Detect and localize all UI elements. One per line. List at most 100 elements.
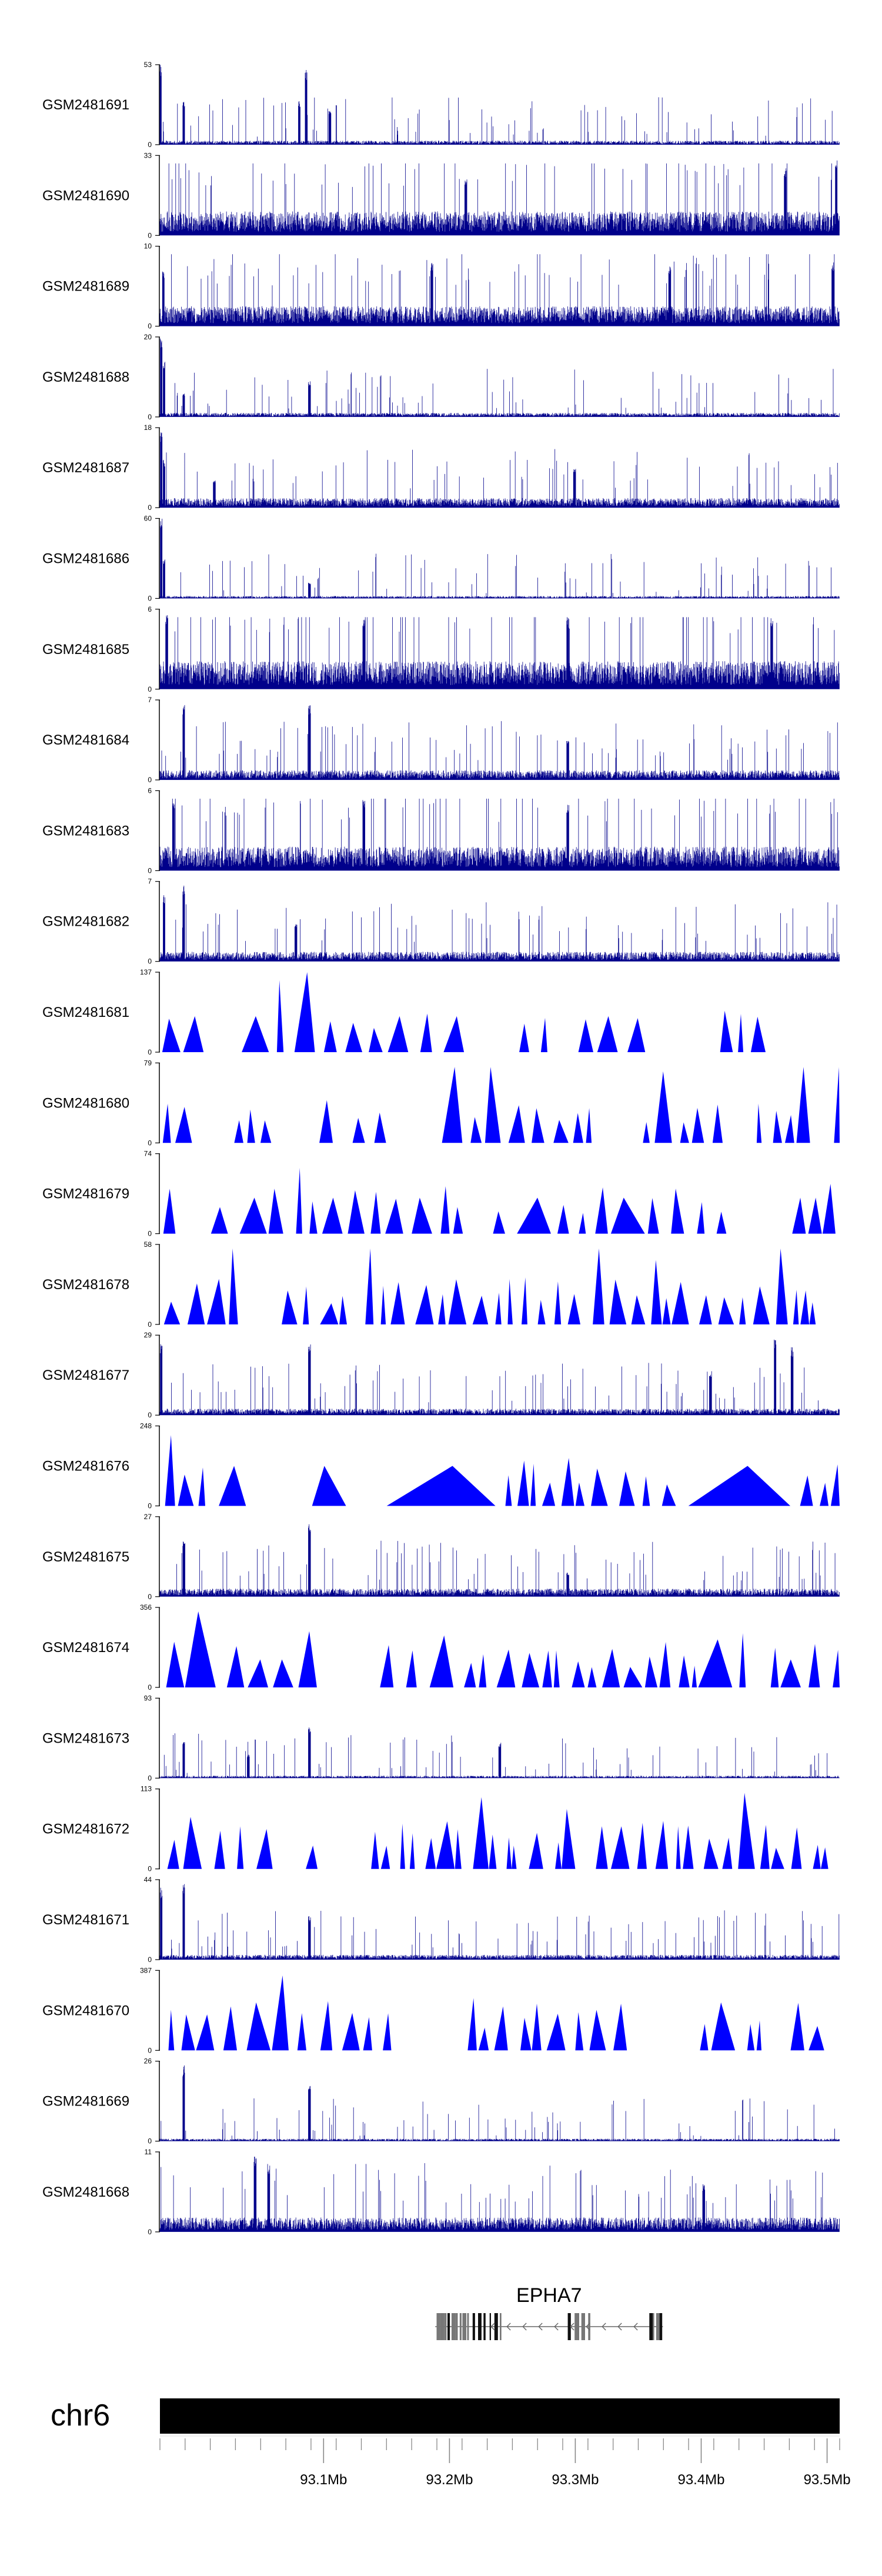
y-min-label: 0 bbox=[148, 2228, 152, 2236]
coverage-peak bbox=[578, 1019, 593, 1052]
y-max-label: 27 bbox=[144, 1513, 152, 1521]
coverage-peak bbox=[595, 1187, 608, 1234]
coverage-peak bbox=[555, 1842, 562, 1869]
track-GSM2481687: GSM2481687 18 0 bbox=[42, 423, 840, 512]
coverage-peak bbox=[339, 1296, 347, 1324]
coverage-peak bbox=[522, 1277, 527, 1324]
coverage-peak bbox=[823, 1183, 836, 1234]
coverage-peak bbox=[688, 1466, 791, 1506]
y-max-label: 113 bbox=[141, 1785, 152, 1793]
y-max-label: 74 bbox=[144, 1150, 152, 1158]
coverage-peak bbox=[716, 1212, 727, 1234]
coverage-peak bbox=[796, 1067, 810, 1143]
coverage-peak bbox=[165, 1435, 175, 1506]
coverage-peak bbox=[168, 2010, 175, 2051]
track-GSM2481680: GSM2481680 79 0 bbox=[42, 1059, 840, 1147]
coverage-peak bbox=[214, 1830, 225, 1869]
y-max-label: 6 bbox=[148, 786, 152, 795]
track-GSM2481682: GSM2481682 7 0 bbox=[42, 877, 840, 966]
coverage-peak bbox=[409, 1833, 415, 1869]
signal-bars bbox=[159, 338, 840, 417]
track-label-GSM2481684: GSM2481684 bbox=[42, 732, 129, 748]
gene-exon bbox=[467, 2313, 469, 2340]
y-min-label: 0 bbox=[148, 1320, 152, 1329]
coverage-peak bbox=[791, 1827, 802, 1869]
coverage-peak bbox=[246, 2002, 270, 2051]
track-label-GSM2481685: GSM2481685 bbox=[42, 642, 129, 658]
coverage-peak bbox=[383, 2013, 392, 2051]
coverage-peak bbox=[597, 1016, 618, 1052]
coverage-peak bbox=[162, 1019, 181, 1052]
coverage-peak bbox=[371, 1831, 379, 1869]
signal-bars bbox=[159, 65, 840, 145]
coverage-peak bbox=[412, 1197, 432, 1234]
coverage-peak bbox=[662, 1484, 676, 1506]
coverage-peak bbox=[654, 1071, 672, 1143]
signal-bars bbox=[159, 432, 840, 508]
y-max-label: 11 bbox=[145, 2148, 152, 2156]
coverage-peak bbox=[589, 2010, 606, 2051]
signal-bars bbox=[159, 2065, 840, 2141]
coverage-peak bbox=[553, 1650, 560, 1688]
coverage-peak bbox=[507, 1279, 513, 1324]
gene-exon bbox=[574, 2313, 579, 2340]
signal-bars bbox=[159, 2157, 840, 2232]
coverage-peak bbox=[596, 1826, 608, 1869]
y-max-label: 7 bbox=[148, 877, 152, 886]
coverage-peak bbox=[671, 1282, 689, 1324]
coverage-peak bbox=[436, 1821, 455, 1869]
track-GSM2481681: GSM2481681 137 0 bbox=[42, 968, 766, 1056]
coverage-peak bbox=[485, 1067, 501, 1143]
track-GSM2481672: GSM2481672 113 0 bbox=[42, 1785, 828, 1873]
y-min-label: 0 bbox=[148, 1683, 152, 1691]
coverage-peak bbox=[587, 1667, 597, 1688]
coverage-peak bbox=[771, 1847, 784, 1869]
coverage-peak bbox=[760, 1824, 770, 1869]
track-GSM2481673: GSM2481673 93 0 bbox=[42, 1694, 840, 1782]
coverage-peak bbox=[242, 1016, 269, 1052]
gene-exon bbox=[588, 2313, 590, 2340]
coverage-peak bbox=[415, 1284, 434, 1324]
gene-exon bbox=[567, 2313, 571, 2340]
coverage-peak bbox=[175, 1107, 192, 1143]
coverage-peak bbox=[573, 1113, 583, 1143]
signal-bars bbox=[159, 1884, 840, 1960]
coverage-peak bbox=[322, 1197, 343, 1234]
track-GSM2481689: GSM2481689 10 0 bbox=[42, 242, 840, 331]
gene-exon bbox=[500, 2313, 502, 2340]
coverage-peak bbox=[425, 1838, 436, 1869]
y-max-label: 53 bbox=[144, 61, 152, 69]
signal-bars bbox=[159, 160, 840, 236]
track-GSM2481679: GSM2481679 74 0 bbox=[42, 1150, 836, 1238]
coverage-peak bbox=[226, 1646, 245, 1688]
track-label-GSM2481670: GSM2481670 bbox=[42, 2003, 129, 2018]
coverage-peak bbox=[627, 1018, 646, 1052]
strand-chevron bbox=[633, 2323, 638, 2331]
coverage-peak bbox=[540, 1017, 547, 1052]
coverage-peak bbox=[268, 1189, 283, 1234]
coverage-peak bbox=[319, 1100, 333, 1143]
strand-chevron bbox=[522, 2323, 527, 2331]
coverage-peak bbox=[537, 1300, 546, 1324]
signal-bars bbox=[159, 1524, 840, 1597]
y-min-label: 0 bbox=[148, 503, 152, 512]
coverage-peak bbox=[312, 1466, 346, 1506]
coverage-peak bbox=[380, 1286, 386, 1324]
y-max-label: 33 bbox=[144, 151, 152, 159]
coverage-peak bbox=[800, 1475, 813, 1506]
coverage-peak bbox=[821, 1847, 828, 1869]
track-label-GSM2481673: GSM2481673 bbox=[42, 1730, 129, 1746]
coverage-peak bbox=[248, 1659, 268, 1688]
coverage-peak bbox=[718, 1297, 734, 1324]
coverage-peak bbox=[520, 2017, 532, 2051]
coverage-peak bbox=[365, 1248, 374, 1324]
coverage-peak bbox=[455, 1829, 462, 1869]
track-GSM2481683: GSM2481683 6 0 bbox=[42, 786, 840, 875]
coverage-peak bbox=[272, 1975, 289, 2051]
coverage-peak bbox=[342, 2013, 360, 2051]
gene-exon bbox=[440, 2313, 445, 2340]
coverage-peak bbox=[467, 1998, 477, 2051]
signal-bars bbox=[159, 254, 840, 326]
y-max-label: 93 bbox=[144, 1694, 152, 1702]
coverage-peak bbox=[703, 1838, 719, 1869]
